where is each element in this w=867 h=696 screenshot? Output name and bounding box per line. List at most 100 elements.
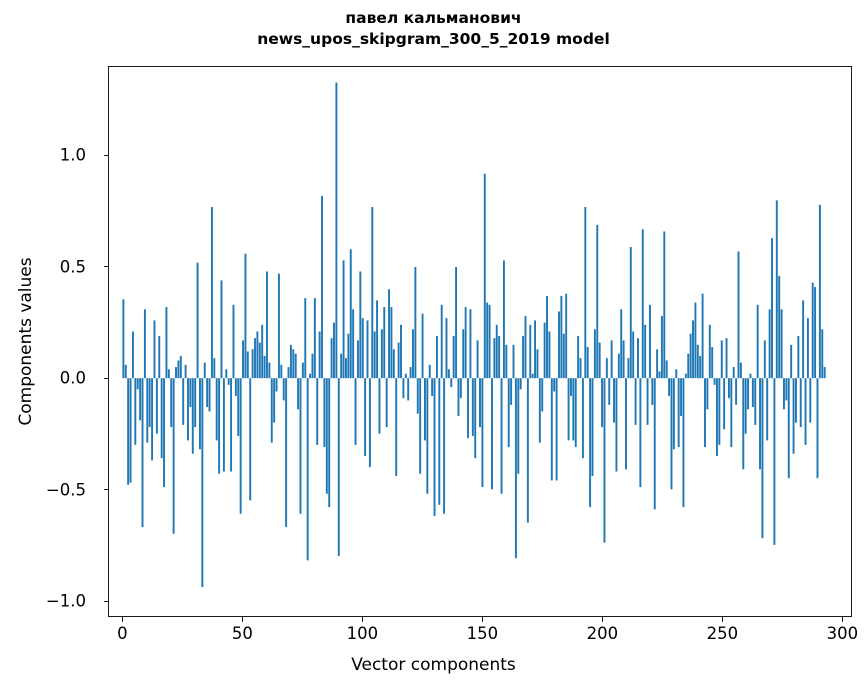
bar [208, 378, 211, 412]
bar [562, 333, 565, 379]
bar [526, 378, 529, 523]
bar [440, 304, 443, 379]
bar [175, 367, 177, 379]
bar [352, 309, 355, 379]
bar [321, 195, 323, 379]
bar [792, 378, 795, 454]
bar [246, 351, 249, 379]
bar [586, 347, 589, 379]
bar [512, 344, 515, 379]
bar [218, 378, 221, 474]
bar [364, 378, 367, 456]
bar [354, 378, 357, 445]
bar [131, 331, 134, 379]
bar [634, 378, 637, 425]
x-tick-label: 50 [231, 624, 253, 643]
bar [744, 378, 747, 434]
bar [404, 373, 407, 379]
bar [232, 304, 235, 379]
bar [536, 349, 539, 379]
bar [502, 260, 505, 379]
y-tick-label: 0.5 [59, 257, 86, 277]
bar [629, 247, 632, 379]
bar [505, 344, 508, 379]
bar [242, 340, 244, 379]
bar [476, 340, 479, 379]
bar [402, 378, 405, 399]
bar [577, 335, 580, 379]
bar [383, 307, 386, 379]
bar [677, 378, 680, 448]
bar [455, 267, 458, 379]
bar [395, 378, 398, 476]
bar [146, 378, 149, 443]
bar [378, 378, 381, 434]
bar [220, 280, 223, 379]
bar [727, 378, 730, 399]
bar [790, 344, 793, 379]
bar [754, 378, 757, 425]
bar [481, 378, 484, 488]
bar [632, 331, 635, 379]
bar [565, 293, 568, 379]
bar-series [122, 82, 826, 588]
bar [151, 378, 154, 461]
y-tick-label: −1.0 [45, 591, 86, 611]
plot-area [109, 67, 851, 616]
bar [127, 378, 130, 485]
bar [349, 249, 352, 379]
bar [328, 378, 331, 508]
bar [426, 378, 429, 494]
bar [289, 344, 292, 379]
bar [368, 378, 371, 468]
bar [773, 378, 776, 545]
bar [809, 378, 812, 423]
bar [390, 307, 393, 379]
bar [266, 271, 268, 379]
bar [483, 173, 486, 379]
x-tick-label: 200 [586, 624, 619, 643]
bar [141, 378, 144, 528]
bar [397, 342, 400, 379]
bar [708, 324, 711, 379]
bar [222, 378, 225, 472]
bar [467, 378, 469, 439]
bar [447, 369, 450, 379]
bar [598, 342, 601, 379]
bar [323, 378, 326, 448]
bar [184, 364, 187, 379]
bar [641, 229, 644, 379]
x-tick-mark [721, 617, 724, 622]
bar [675, 369, 678, 379]
bar [285, 378, 288, 528]
bar [333, 322, 335, 379]
bar [309, 373, 312, 379]
bar [742, 378, 745, 470]
bar [663, 231, 666, 379]
bar [804, 378, 807, 445]
bar [388, 289, 391, 379]
bar [651, 378, 654, 405]
x-tick-label: 100 [346, 624, 379, 643]
bar [759, 378, 762, 470]
bar [194, 378, 197, 428]
bar [450, 378, 453, 388]
bar [608, 378, 611, 405]
bar [756, 304, 759, 379]
bar [258, 342, 261, 379]
bar [555, 378, 558, 481]
bar [445, 318, 448, 379]
bar [531, 373, 534, 379]
bar [811, 282, 814, 379]
bar [313, 298, 316, 379]
bar [787, 378, 790, 479]
bar [550, 378, 553, 481]
bar [179, 355, 182, 379]
x-tick-mark [121, 617, 124, 622]
bar [704, 378, 706, 448]
bar [780, 309, 783, 379]
bar [725, 338, 728, 379]
bar [366, 320, 369, 379]
bar [498, 335, 501, 379]
